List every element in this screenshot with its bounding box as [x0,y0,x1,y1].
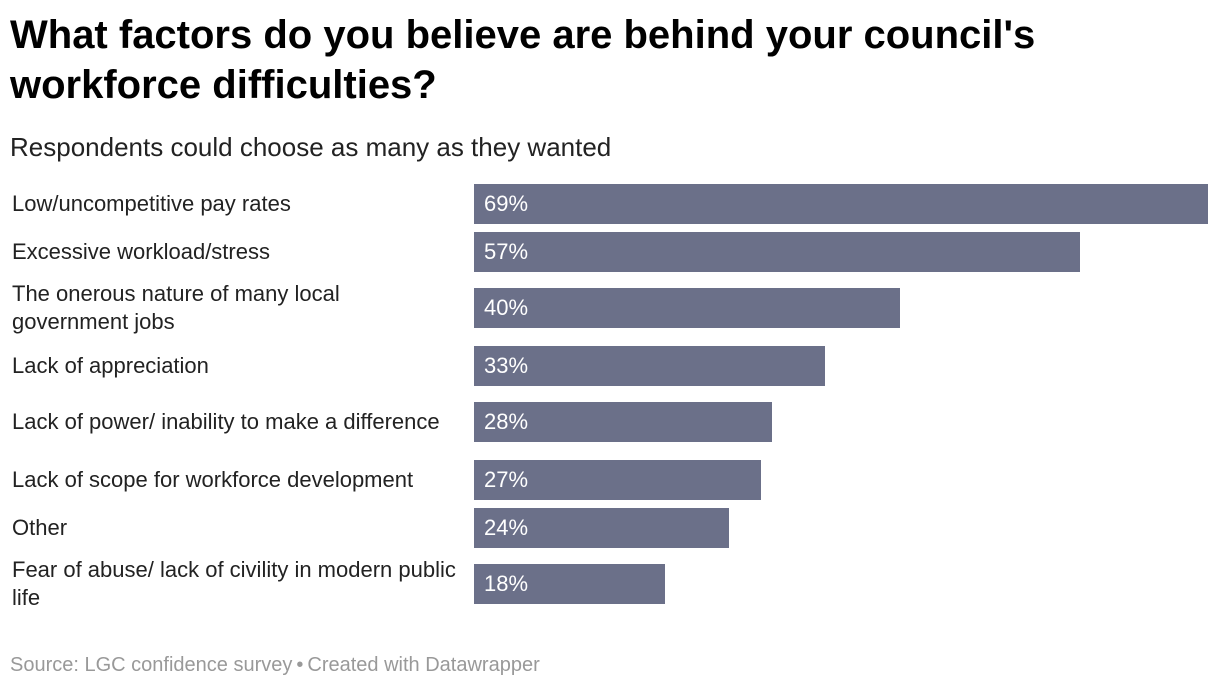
category-label: Lack of power/ inability to make a diffe… [12,409,440,434]
bar: 28% [474,402,772,442]
bar: 24% [474,508,729,548]
category-label: Lack of scope for workforce development [12,467,414,492]
bar: 40% [474,288,900,328]
bar-value-label: 33% [484,353,529,378]
category-label: Fear of abuse/ lack of civility in moder… [12,557,456,610]
bar-value-label: 40% [484,295,529,320]
category-label: Lack of appreciation [12,353,209,378]
bar: 27% [474,460,761,500]
bar: 33% [474,346,825,386]
bar-value-label: 28% [484,409,529,434]
bar-value-label: 24% [484,515,529,540]
category-label: Other [12,515,68,540]
bar-value-label: 69% [484,191,529,216]
chart-title: What factors do you believe are behind y… [10,13,1036,107]
footer-separator: • [296,654,304,676]
bar: 18% [474,564,665,604]
chart-subtitle: Respondents could choose as many as they… [10,132,612,162]
bar-value-label: 57% [484,239,529,264]
chart-footer: Source: LGC confidence survey • Created wi… [10,652,540,678]
bar-value-label: 27% [484,467,529,492]
category-label: The onerous nature of many local governm… [12,281,340,334]
credit-note: Created with Datawrapper [307,654,540,676]
bar-chart: Low/uncompetitive pay rates 69% Excessive … [0,180,1220,620]
bar: 57% [474,232,1080,272]
category-label: Excessive workload/stress [12,239,270,264]
bar-value-label: 18% [484,571,529,596]
source-note: Source: LGC confidence survey [10,654,293,676]
bar: 69% [474,184,1208,224]
category-label: Low/uncompetitive pay rates [12,191,291,216]
